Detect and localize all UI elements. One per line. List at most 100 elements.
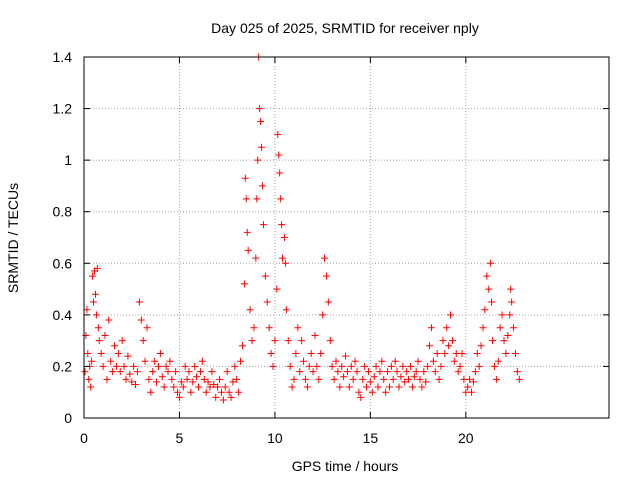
y-tick-label: 1.4 <box>53 49 73 65</box>
data-point <box>473 350 481 358</box>
data-point <box>253 195 261 203</box>
data-point <box>114 350 122 358</box>
data-point <box>151 357 159 365</box>
data-point <box>487 259 495 267</box>
y-tick-label: 0.6 <box>53 255 73 271</box>
data-point <box>193 373 201 381</box>
data-point <box>416 375 424 383</box>
data-point <box>290 375 298 383</box>
data-point <box>511 350 519 358</box>
data-point <box>429 357 437 365</box>
x-tick-label: 15 <box>363 430 379 446</box>
data-point <box>243 228 251 236</box>
data-point <box>450 357 458 365</box>
data-point <box>326 337 334 345</box>
y-tick-label: 1.2 <box>53 101 73 117</box>
data-point <box>267 350 275 358</box>
data-point <box>418 383 426 391</box>
data-point <box>276 169 284 177</box>
data-point <box>170 383 178 391</box>
data-point <box>445 342 453 350</box>
data-point <box>284 337 292 345</box>
grid-layer <box>84 57 609 418</box>
data-point <box>507 285 515 293</box>
data-point <box>256 105 264 113</box>
data-point <box>166 357 174 365</box>
data-point <box>361 362 369 370</box>
data-point <box>235 388 243 396</box>
data-point <box>378 357 386 365</box>
data-point <box>90 298 98 306</box>
data-point <box>502 350 510 358</box>
data-point <box>374 383 382 391</box>
data-point <box>364 368 372 376</box>
data-point <box>241 174 249 182</box>
data-point <box>181 362 189 370</box>
data-point <box>88 357 96 365</box>
data-point <box>332 357 340 365</box>
data-point <box>424 362 432 370</box>
data-point <box>254 156 262 164</box>
data-point <box>278 221 286 229</box>
data-point <box>401 378 409 386</box>
data-point <box>105 316 113 324</box>
data-point <box>338 362 346 370</box>
data-point <box>427 324 435 332</box>
data-point <box>223 368 231 376</box>
data-point <box>380 375 388 383</box>
data-point <box>172 368 180 376</box>
data-point <box>212 393 220 401</box>
x-tick-label: 5 <box>176 430 184 446</box>
data-point <box>313 362 321 370</box>
data-point <box>508 298 516 306</box>
data-point <box>405 375 413 383</box>
data-point <box>210 380 218 388</box>
data-point <box>305 362 313 370</box>
data-point <box>384 368 392 376</box>
data-point <box>87 383 95 391</box>
data-point <box>84 350 92 358</box>
data-point <box>246 306 254 314</box>
data-point <box>286 362 294 370</box>
data-point <box>92 311 100 319</box>
data-point <box>458 350 466 358</box>
data-point <box>200 375 208 383</box>
data-point <box>250 324 258 332</box>
data-point <box>456 362 464 370</box>
data-point <box>135 298 143 306</box>
data-point <box>439 337 447 345</box>
x-tick-label: 10 <box>267 430 283 446</box>
data-point <box>513 368 521 376</box>
data-point <box>393 368 401 376</box>
data-point <box>359 375 367 383</box>
data-point <box>376 368 384 376</box>
data-point <box>342 352 350 360</box>
y-tick-label: 0.2 <box>53 358 73 374</box>
data-point <box>515 375 523 383</box>
data-point <box>237 357 245 365</box>
data-point <box>83 306 91 314</box>
data-point <box>347 362 355 370</box>
data-point <box>355 388 363 396</box>
data-point <box>406 362 414 370</box>
data-point <box>309 368 317 376</box>
data-point <box>298 337 306 345</box>
data-point <box>265 324 273 332</box>
data-point <box>269 362 277 370</box>
data-point <box>126 370 134 378</box>
data-point <box>431 368 439 376</box>
data-point <box>489 337 497 345</box>
plot-frame <box>83 56 610 419</box>
data-point <box>233 375 241 383</box>
data-point <box>498 311 506 319</box>
data-point <box>334 368 342 376</box>
data-point <box>420 368 428 376</box>
data-point <box>120 362 128 370</box>
data-point <box>217 388 225 396</box>
data-point <box>483 272 491 280</box>
data-point <box>479 324 487 332</box>
data-point <box>464 383 472 391</box>
data-point <box>448 337 456 345</box>
data-point <box>311 331 319 339</box>
